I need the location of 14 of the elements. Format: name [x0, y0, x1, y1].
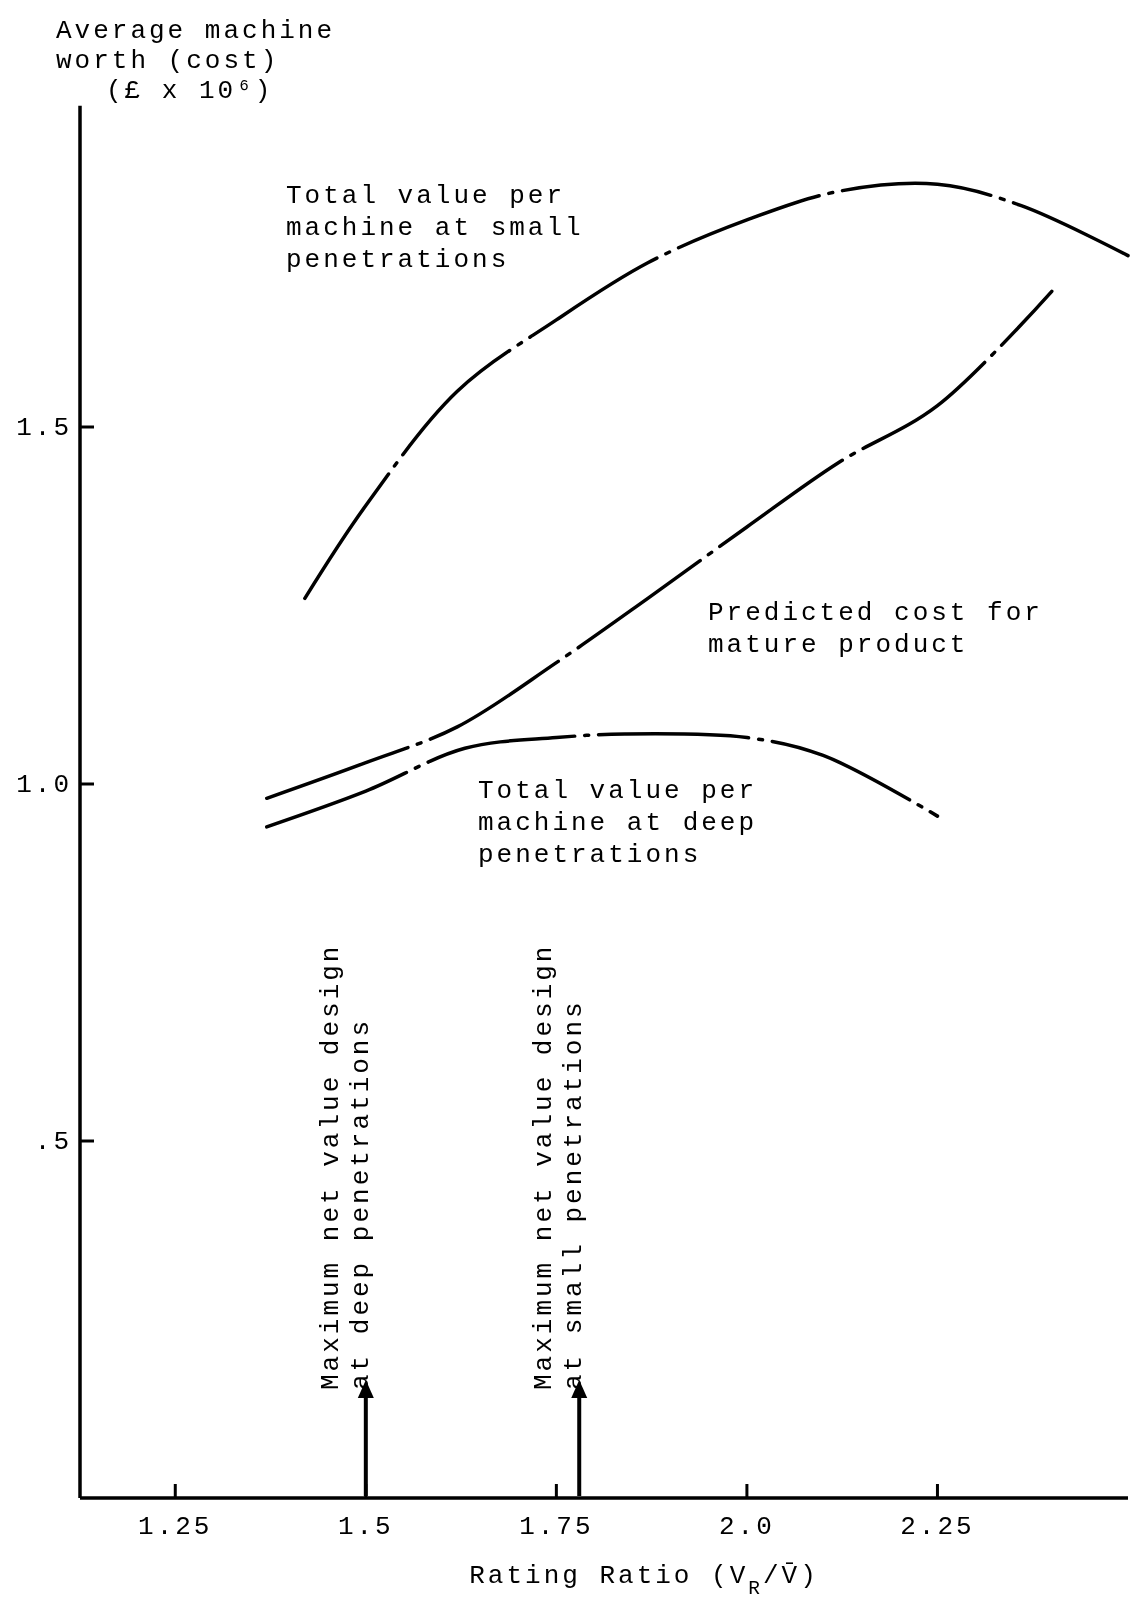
x-tick-label: 2.25	[900, 1512, 975, 1542]
y-tick-label: .5	[34, 1127, 72, 1157]
x-tick-label: 1.5	[337, 1512, 394, 1542]
x-axis-title: Rating Ratio (V$_{R}$/V̄)	[469, 1561, 819, 1600]
y-axis-title: Average machine worth (cost) (£ x 10⁶)	[56, 16, 336, 106]
line-series	[264, 289, 1054, 801]
series-label: Total value per machine at deep penetrations	[478, 776, 758, 870]
series-label: Predicted cost for mature product	[708, 598, 1043, 660]
y-tick-label: 1.5	[16, 413, 72, 443]
x-tick-label: 1.75	[519, 1512, 594, 1542]
x-tick-label: 1.25	[138, 1512, 213, 1542]
y-tick-label: 1.0	[16, 770, 72, 800]
series-label: Total value per machine at small penetrations	[286, 181, 584, 275]
x-tick-label: 2.0	[719, 1512, 775, 1542]
